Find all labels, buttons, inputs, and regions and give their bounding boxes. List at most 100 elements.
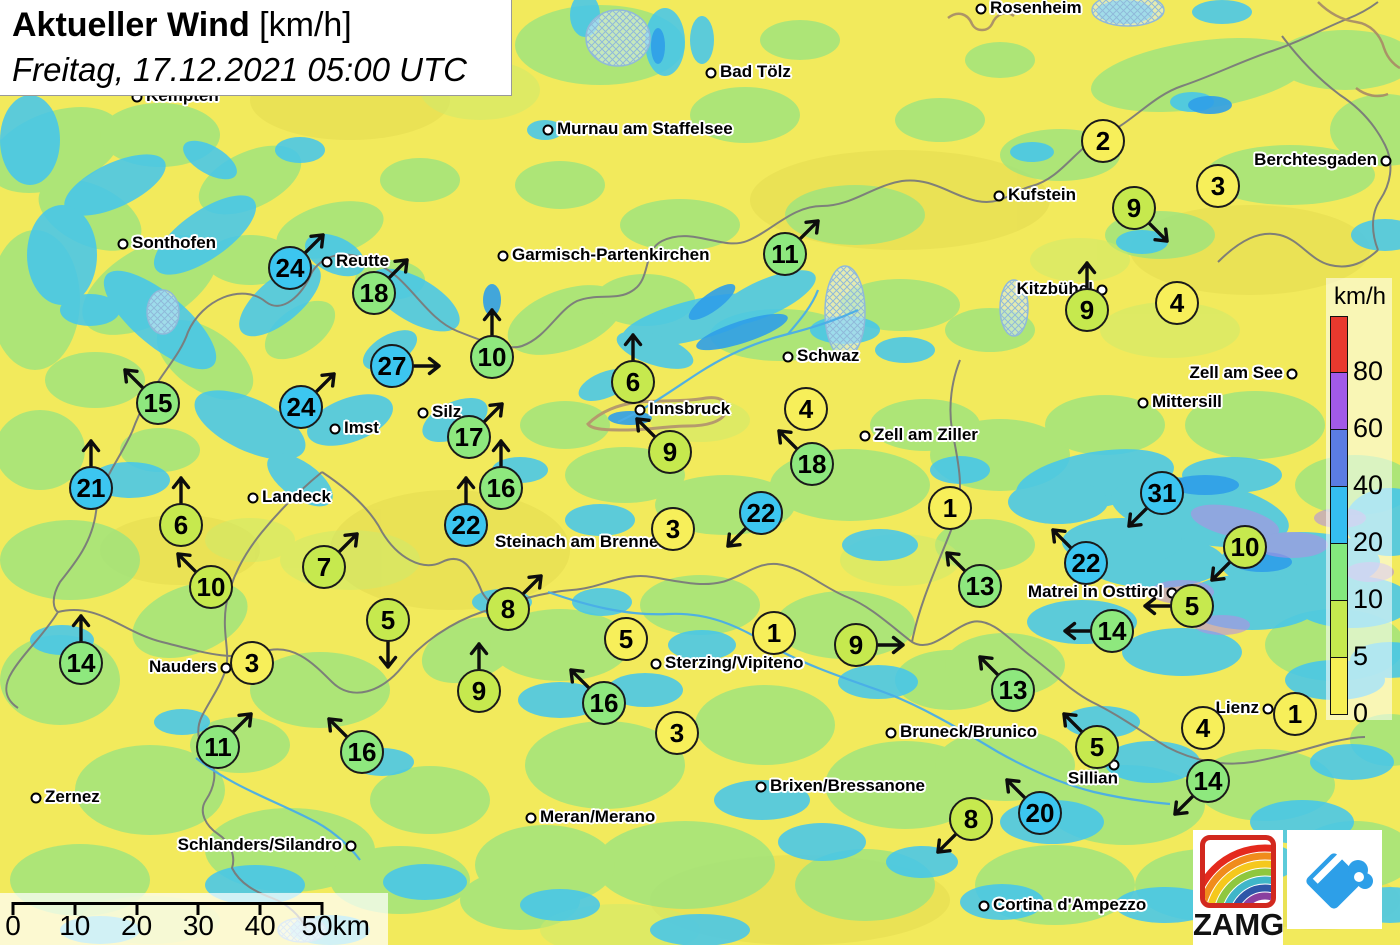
- city-label: Sterzing/Vipiteno: [665, 653, 804, 673]
- city-label: Berchtesgaden: [1254, 150, 1377, 170]
- wind-direction-arrow: [449, 471, 483, 505]
- wind-direction-arrow: [620, 402, 668, 450]
- map-subtitle: Freitag, 17.12.2021 05:00 UTC: [12, 51, 467, 88]
- city-marker: [993, 190, 1005, 202]
- wind-direction-arrow: [963, 640, 1011, 688]
- wind-speed-value: 4: [1181, 706, 1225, 750]
- zamg-logo: ZAMG: [1193, 830, 1284, 945]
- city-marker: [1380, 155, 1392, 167]
- city-marker: [705, 67, 717, 79]
- wind-speed-value: 9: [834, 623, 878, 667]
- wind-direction-arrow: [74, 434, 108, 468]
- wind-speed-value: 31: [1140, 471, 1184, 515]
- wind-speed-value: 14: [1186, 759, 1230, 803]
- map-title-unit: [km/h]: [259, 6, 352, 44]
- wind-direction-arrow: [1112, 495, 1160, 543]
- city-label: Murnau am Staffelsee: [557, 119, 733, 139]
- wind-speed-value: 10: [189, 565, 233, 609]
- wind-speed-value: 6: [159, 503, 203, 547]
- city-marker: [978, 900, 990, 912]
- legend-bin: 40: [1330, 430, 1390, 500]
- legend-color-swatch: [1330, 487, 1348, 544]
- wind-direction-arrow: [326, 517, 374, 565]
- legend-color-swatch: [1330, 601, 1348, 658]
- wind-speed-value: 10: [470, 335, 514, 379]
- scale-tick: [73, 902, 77, 915]
- wind-direction-arrow: [510, 559, 558, 607]
- wind-speed-value: 11: [196, 725, 240, 769]
- city-label: Sillian: [1067, 768, 1118, 788]
- city-marker: [859, 430, 871, 442]
- city-label: Rosenheim: [990, 0, 1082, 18]
- wind-speed-value: 1: [928, 486, 972, 530]
- legend-bin: 10: [1330, 544, 1390, 614]
- wind-speed-value: 3: [655, 711, 699, 755]
- wind-speed-value: 2: [1081, 119, 1125, 163]
- scale-tick-label: 20: [121, 910, 153, 941]
- wind-speed-value: 5: [604, 617, 648, 661]
- wind-speed-value: 14: [1090, 609, 1134, 653]
- wind-direction-arrow: [475, 303, 509, 337]
- legend-bin: 0: [1330, 658, 1390, 728]
- wind-direction-arrow: [471, 387, 519, 435]
- wind-speed-value: 20: [1018, 791, 1062, 835]
- city-marker: [1286, 368, 1298, 380]
- scale-tick-label: 10: [59, 910, 91, 941]
- avalanche-service-logo: [1287, 830, 1382, 929]
- wind-direction-arrow: [711, 515, 759, 563]
- city-marker: [329, 423, 341, 435]
- wind-direction-arrow: [762, 414, 810, 462]
- scale-tick-label: 0: [5, 910, 21, 941]
- blue-mountain-icon: [1306, 846, 1373, 909]
- wind-speed-value: 5: [366, 598, 410, 642]
- wind-speed-value: 22: [739, 491, 783, 535]
- legend-bin: 60: [1330, 373, 1390, 443]
- city-marker: [417, 407, 429, 419]
- map-scale-bar: 0 10 20 30 40 50km: [0, 893, 388, 945]
- city-marker: [634, 404, 646, 416]
- wind-speed-value: 18: [790, 442, 834, 486]
- city-label: Brixen/Bressanone: [770, 776, 925, 796]
- wind-speed-value: 27: [370, 344, 414, 388]
- wind-speed-value: 24: [279, 385, 323, 429]
- legend-bin-label: 40: [1353, 470, 1384, 500]
- city-label: Garmisch-Partenkirchen: [512, 245, 710, 265]
- city-label: Reutte: [336, 251, 389, 271]
- wind-speed-value: 16: [479, 466, 523, 510]
- city-label: Meran/Merano: [540, 807, 656, 827]
- wind-direction-arrow: [554, 653, 602, 701]
- zamg-rainbow-icon: [1200, 835, 1276, 908]
- wind-direction-arrow: [292, 218, 340, 266]
- wind-speed-value: 13: [991, 668, 1035, 712]
- wind-speed-value: 10: [1223, 525, 1267, 569]
- legend-bin: 80: [1330, 316, 1390, 386]
- city-label: Steinach am Brenner: [494, 532, 666, 551]
- wind-speed-value: 18: [352, 271, 396, 315]
- legend-bin: 20: [1330, 487, 1390, 557]
- wind-direction-arrow: [1047, 697, 1095, 745]
- wind-direction-arrow: [1136, 210, 1184, 258]
- wind-speed-value: 9: [1065, 288, 1109, 332]
- legend-color-swatch: [1330, 316, 1348, 373]
- city-label: Silz: [432, 402, 462, 422]
- wind-direction-arrow: [412, 349, 446, 383]
- wind-direction-arrow: [376, 243, 424, 291]
- legend-color-swatch: [1330, 658, 1348, 715]
- wind-direction-arrow: [64, 609, 98, 643]
- city-label: Bad Tölz: [720, 62, 791, 82]
- wind-speed-value: 11: [763, 232, 807, 276]
- wind-direction-arrow: [161, 537, 209, 585]
- wind-direction-arrow: [164, 471, 198, 505]
- wind-speed-value: 22: [444, 503, 488, 547]
- wind-speed-value: 4: [784, 387, 828, 431]
- wind-speed-value: 16: [340, 730, 384, 774]
- city-label: Zell am Ziller: [874, 425, 978, 445]
- legend-bin-label: 80: [1353, 356, 1384, 386]
- wind-direction-arrow: [371, 640, 405, 674]
- wind-direction-arrow: [1036, 513, 1084, 561]
- city-label: Imst: [344, 418, 379, 438]
- wind-speed-value: 22: [1064, 541, 1108, 585]
- wind-speed-value: 4: [1155, 281, 1199, 325]
